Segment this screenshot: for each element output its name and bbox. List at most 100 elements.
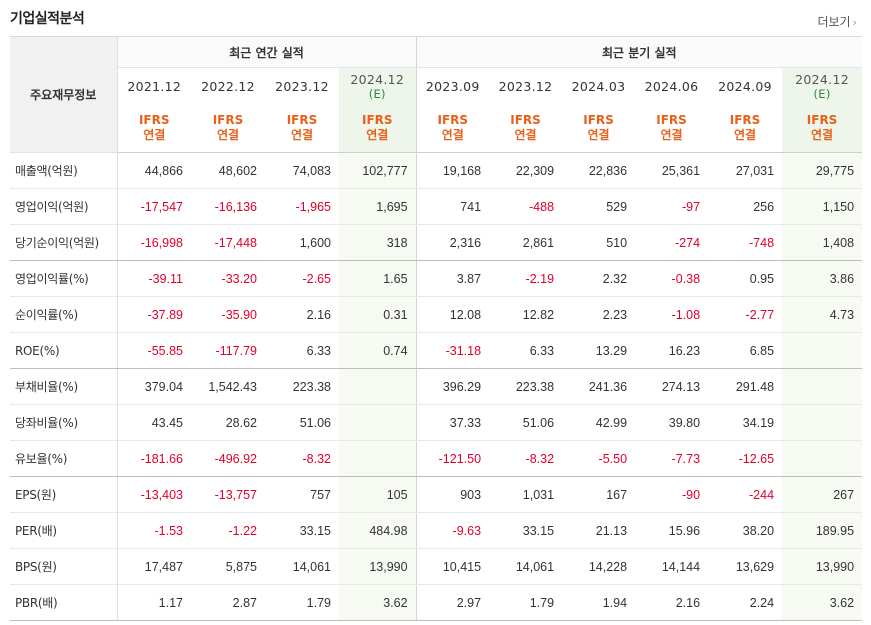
table-cell: 2.97	[416, 584, 490, 621]
table-cell: -5.50	[562, 440, 636, 477]
period-label: 2024.09	[718, 78, 772, 94]
table-cell: -244	[708, 476, 783, 513]
table-cell: 189.95	[782, 512, 863, 549]
table-cell: 42.99	[562, 404, 636, 441]
table-cell: -9.63	[416, 512, 490, 549]
table-cell	[782, 404, 863, 441]
basis-consolidation: 연결	[441, 128, 464, 142]
table-cell: 3.86	[782, 260, 863, 297]
financial-summary-table: 주요재무정보 최근 연간 실적 최근 분기 실적 2021.12 2022.12 2…	[10, 36, 863, 621]
period-label: 2022.12	[201, 78, 255, 94]
table-cell: 1.94	[562, 584, 636, 621]
period-header: 2023.12	[265, 68, 339, 105]
table-cell: -8.32	[489, 440, 563, 477]
basis-consolidation: 연결	[290, 128, 314, 142]
period-label: 2024.12	[795, 71, 849, 87]
table-cell: 1,150	[782, 188, 863, 225]
table-cell	[782, 368, 863, 405]
table-row: 영업이익(억원) -17,547 -16,136 -1,965 1,695 741 -488…	[10, 188, 863, 225]
table-row: 순이익률(%) -37.89 -35.90 2.16 0.31 12.08 12.82 2.2…	[10, 296, 863, 333]
table-cell: 1,031	[489, 476, 563, 513]
table-cell: 105	[339, 476, 417, 513]
estimate-marker: (E)	[813, 86, 831, 101]
accounting-basis: IFRS 연결	[191, 104, 265, 153]
row-label: 부채비율(%)	[10, 368, 118, 405]
basis-consolidation: 연결	[660, 128, 683, 142]
table-cell: 6.33	[489, 332, 563, 369]
basis-standard: IFRS	[656, 113, 687, 127]
table-cell: 3.87	[416, 260, 490, 297]
table-cell: 0.31	[339, 296, 417, 333]
table-cell: 2.23	[562, 296, 636, 333]
table-cell: -55.85	[117, 332, 191, 369]
table-cell	[339, 404, 417, 441]
period-header: 2023.09	[416, 68, 489, 105]
accounting-basis: IFRS 연결	[708, 104, 783, 153]
table-cell: 29,775	[782, 152, 863, 189]
table-cell: -8.32	[265, 440, 339, 477]
table-cell: -17,547	[117, 188, 191, 225]
table-cell: -13,403	[117, 476, 191, 513]
accounting-basis: IFRS 연결	[489, 104, 563, 153]
table-cell: -274	[635, 224, 709, 261]
period-header: 2024.03	[562, 68, 635, 105]
accounting-basis: IFRS 연결	[782, 104, 863, 153]
more-link[interactable]: 더보기 ›	[817, 13, 857, 30]
row-label: 유보율(%)	[10, 440, 118, 477]
period-label: 2024.03	[571, 78, 626, 94]
accounting-basis: IFRS 연결	[117, 104, 191, 153]
period-header: 2022.12	[191, 68, 265, 105]
accounting-basis: IFRS 연결	[265, 104, 339, 153]
row-label: BPS(원)	[10, 548, 118, 585]
table-cell: -31.18	[416, 332, 490, 369]
row-label: PER(배)	[10, 512, 118, 549]
table-cell: 757	[265, 476, 339, 513]
table-cell: 12.82	[489, 296, 563, 333]
table-row: 당좌비율(%) 43.45 28.62 51.06 37.33 51.06 42.99 39.…	[10, 404, 863, 441]
row-label: 영업이익(억원)	[10, 188, 118, 225]
section-title: 기업실적분석	[10, 11, 85, 27]
table-cell: -39.11	[117, 260, 191, 297]
table-cell: 1.79	[265, 584, 339, 621]
table-row: 부채비율(%) 379.04 1,542.43 223.38 396.29 223.38 2…	[10, 368, 863, 405]
table-cell	[782, 332, 863, 369]
table-cell	[339, 368, 417, 405]
basis-consolidation: 연결	[514, 128, 537, 142]
table-cell: -2.19	[489, 260, 563, 297]
table-cell: 223.38	[489, 368, 563, 405]
table-cell: -2.65	[265, 260, 339, 297]
table-cell: -121.50	[416, 440, 490, 477]
stub-header: 주요재무정보	[10, 36, 118, 153]
row-label: 당좌비율(%)	[10, 404, 118, 441]
table-cell: 33.15	[489, 512, 563, 549]
table-cell: 51.06	[265, 404, 339, 441]
basis-standard: IFRS	[729, 113, 761, 127]
table-cell: 22,309	[489, 152, 563, 189]
table-cell: 1,695	[339, 188, 417, 225]
table-cell: -496.92	[191, 440, 265, 477]
table-row: BPS(원) 17,487 5,875 14,061 13,990 10,415 14,06…	[10, 548, 863, 585]
period-label: 2023.12	[498, 78, 553, 94]
table-cell: 51.06	[489, 404, 563, 441]
basis-standard: IFRS	[212, 113, 244, 127]
period-header: 2024.12 (E)	[339, 67, 417, 104]
period-header: 2024.06	[635, 68, 708, 105]
accounting-basis: IFRS 연결	[562, 104, 636, 153]
basis-consolidation: 연결	[587, 128, 610, 142]
table-cell: 37.33	[416, 404, 490, 441]
table-cell: -1.08	[635, 296, 709, 333]
basis-consolidation: 연결	[366, 128, 389, 142]
table-cell: -13,757	[191, 476, 265, 513]
table-cell: 43.45	[117, 404, 191, 441]
chevron-right-icon: ›	[852, 16, 857, 29]
table-cell: -16,136	[191, 188, 265, 225]
table-cell: 903	[416, 476, 490, 513]
basis-standard: IFRS	[286, 113, 318, 127]
table-cell: 484.98	[339, 512, 417, 549]
period-label: 2024.06	[644, 78, 699, 94]
row-label: ROE(%)	[10, 332, 118, 369]
table-cell: 14,061	[489, 548, 563, 585]
basis-standard: IFRS	[510, 113, 541, 127]
table-cell: 14,228	[562, 548, 636, 585]
table-cell: 3.62	[339, 584, 417, 621]
